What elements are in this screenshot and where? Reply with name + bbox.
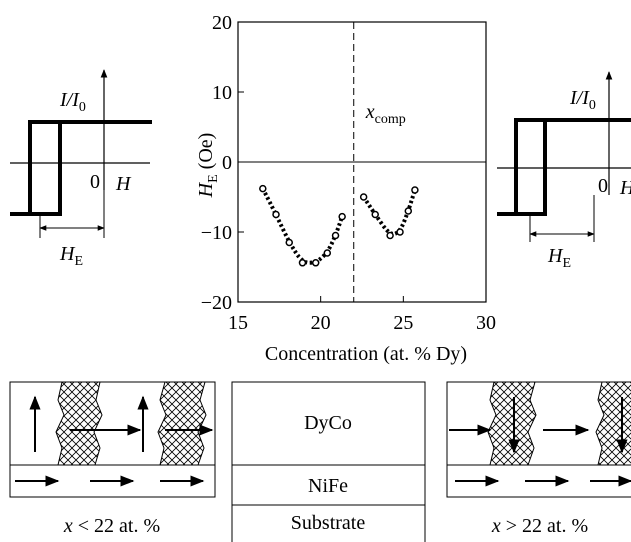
data-point bbox=[411, 186, 419, 194]
data-point bbox=[311, 259, 320, 267]
loop-y-label: I/I0 bbox=[59, 89, 86, 115]
panel-label: x < 22 at. % bbox=[63, 515, 160, 537]
y-tick-label: 20 bbox=[212, 12, 232, 34]
data-point bbox=[386, 231, 394, 240]
data-point bbox=[323, 249, 332, 257]
data-point bbox=[331, 231, 340, 240]
x-tick-label: 25 bbox=[393, 312, 413, 334]
right-loop bbox=[497, 71, 631, 242]
loop-shift-label: HE bbox=[547, 245, 571, 271]
y-tick-label: 0 bbox=[222, 152, 232, 174]
data-point bbox=[359, 193, 368, 201]
data-point bbox=[298, 259, 307, 267]
data-point bbox=[404, 207, 413, 215]
data-point bbox=[272, 210, 280, 219]
y-axis-label: HE (Oe) bbox=[195, 133, 221, 199]
y-tick-label: 10 bbox=[212, 82, 232, 104]
loop-origin: 0 bbox=[90, 171, 100, 193]
left-panel bbox=[9, 381, 216, 498]
x-tick-label: 20 bbox=[311, 312, 331, 334]
data-point bbox=[259, 184, 267, 193]
x-tick-label: 15 bbox=[228, 312, 248, 334]
loop-y-label: I/I0 bbox=[569, 87, 596, 113]
layer-label: DyCo bbox=[304, 412, 352, 434]
chart: 15 20 25 30 −20 −10 0 10 20 bbox=[201, 12, 496, 334]
right-panel bbox=[446, 381, 631, 498]
y-tick-label: −10 bbox=[201, 222, 232, 244]
data-point bbox=[338, 212, 346, 221]
layer-label: NiFe bbox=[308, 475, 348, 497]
loop-origin: 0 bbox=[598, 175, 608, 197]
data-point bbox=[285, 238, 294, 247]
layer-stack bbox=[231, 381, 426, 542]
y-tick-label: −20 bbox=[201, 292, 232, 314]
x-tick-label: 30 bbox=[476, 312, 496, 334]
data-point bbox=[396, 228, 404, 236]
layer-label: Substrate bbox=[291, 512, 366, 534]
panel-label: x > 22 at. % bbox=[491, 515, 588, 537]
loop-x-label: H bbox=[619, 177, 631, 199]
x-axis-label: Concentration (at. % Dy) bbox=[265, 343, 467, 365]
data-point bbox=[371, 210, 379, 219]
loop-shift-label: HE bbox=[59, 243, 83, 269]
loop-x-label: H bbox=[115, 173, 132, 195]
vline-label: xcomp bbox=[365, 101, 406, 127]
left-loop bbox=[10, 69, 152, 238]
